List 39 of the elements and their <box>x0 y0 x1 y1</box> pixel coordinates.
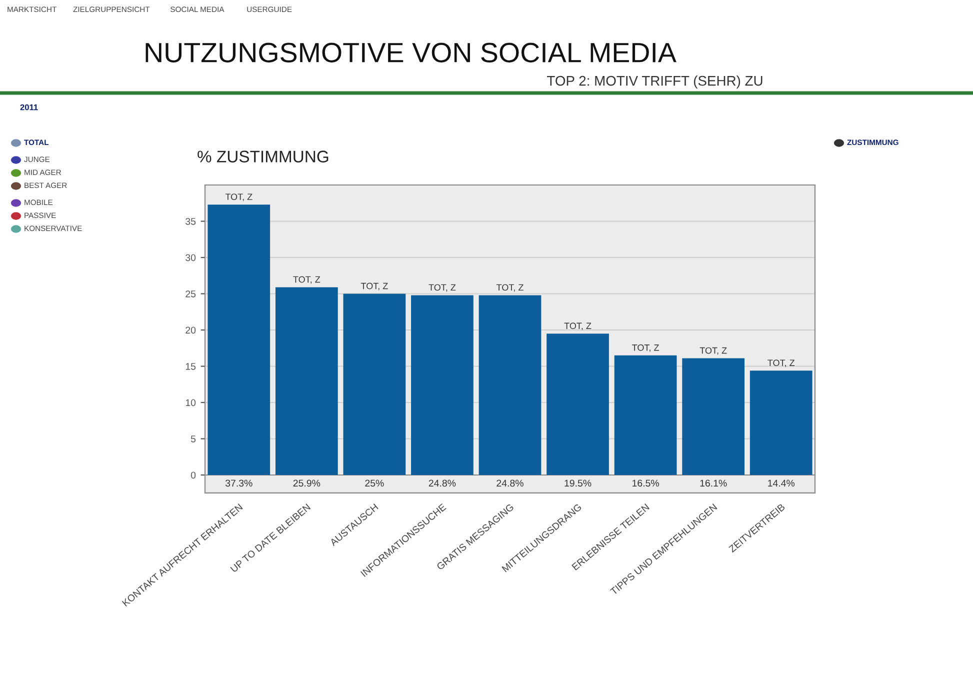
annotation: TOT, Z <box>632 344 659 352</box>
bar <box>275 287 338 475</box>
data-label: 16.1% <box>700 480 727 487</box>
y-tick-label: 35 <box>186 218 196 225</box>
annotation: TOT, Z <box>564 322 592 330</box>
data-label: 16.5% <box>632 480 659 487</box>
chart-subtitle: TOP 2: MOTIV TRIFFT (SEHR) ZU <box>547 76 762 88</box>
bar <box>546 334 609 475</box>
bar <box>411 295 474 475</box>
y-tick-label: 30 <box>186 254 196 262</box>
data-label: 14.4% <box>768 480 795 487</box>
bar <box>750 370 812 475</box>
annotation: TOT, Z <box>293 276 320 284</box>
bar <box>208 204 270 475</box>
data-label: 24.8% <box>496 480 524 487</box>
data-label: 19.5% <box>564 480 592 487</box>
data-label: 25% <box>365 480 384 487</box>
bar <box>682 358 745 475</box>
y-tick-label: 20 <box>186 326 196 334</box>
y-tick-label: 5 <box>190 436 196 442</box>
y-tick-label: 15 <box>186 363 196 370</box>
annotation: TOT, Z <box>360 282 388 290</box>
annotation: TOT, Z <box>768 360 795 368</box>
y-axis-title: % ZUSTIMMUNG <box>198 150 328 162</box>
y-tick-label: 10 <box>186 399 196 406</box>
text: 2011 <box>20 104 38 110</box>
data-label: 25.9% <box>293 480 320 487</box>
annotation: TOT, Z <box>428 284 456 292</box>
annotation: TOT, Z <box>225 194 252 202</box>
bar <box>614 355 677 475</box>
chart-title: NUTZUNGSMOTIVE VON SOCIAL MEDIA <box>146 42 676 62</box>
y-tick-label: 0 <box>190 472 196 479</box>
annotation: TOT, Z <box>700 347 727 355</box>
bar <box>343 294 406 475</box>
y-tick-label: 25 <box>186 290 196 298</box>
data-label: 24.8% <box>428 480 456 487</box>
bar <box>478 295 542 475</box>
annotation: TOT, Z <box>496 284 524 292</box>
data-label: 37.3% <box>225 480 252 487</box>
